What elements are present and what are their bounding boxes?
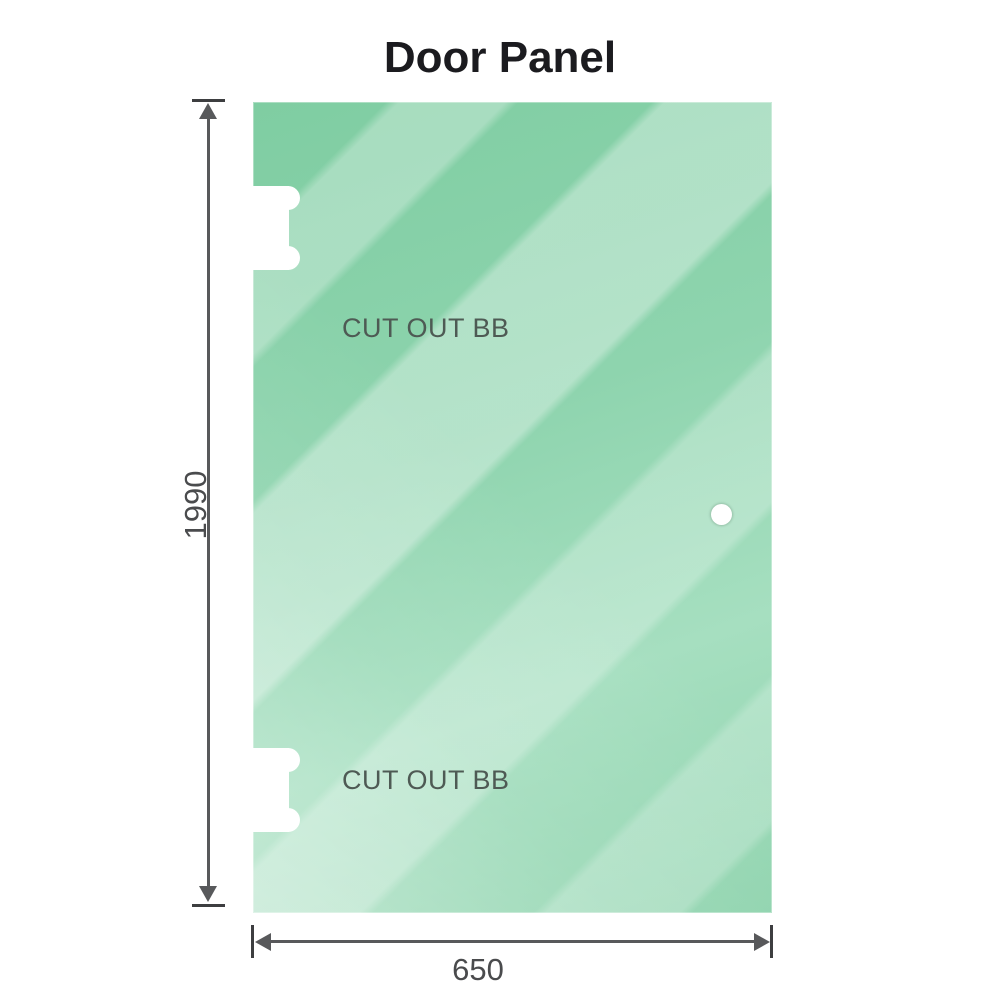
page-title: Door Panel (383, 33, 617, 82)
cutout-notch-lower[interactable] (253, 748, 300, 832)
cutout-lobe-upper-bottom (276, 246, 300, 270)
cutout-notch-upper[interactable] (253, 186, 300, 270)
door-panel[interactable]: CUT OUT BB CUT OUT BB (253, 102, 772, 913)
cutout-lobe-lower-top (276, 748, 300, 772)
width-dimension-label: 650 (452, 952, 504, 987)
width-dimension-arrow-left (255, 932, 271, 951)
width-dimension-right-tick (770, 925, 773, 958)
height-dimension-line (206, 112, 210, 892)
glass-surface (253, 102, 772, 913)
cutout-label-upper: CUT OUT BB (342, 313, 510, 343)
width-dimension-left-tick (251, 925, 254, 958)
height-dimension-top-tick (192, 99, 225, 102)
cutout-lobe-lower-bottom (276, 808, 300, 832)
height-dimension-arrow-up (199, 103, 217, 119)
height-dimension-label: 1990 (178, 470, 213, 540)
height-dimension-bottom-tick (192, 904, 225, 907)
handle-hole[interactable] (711, 504, 732, 525)
height-dimension-arrow-down (199, 886, 217, 902)
width-dimension-arrow-right (754, 932, 770, 951)
cutout-lobe-upper-top (276, 186, 300, 210)
cutout-label-lower: CUT OUT BB (342, 765, 510, 795)
width-dimension-line (264, 940, 758, 943)
